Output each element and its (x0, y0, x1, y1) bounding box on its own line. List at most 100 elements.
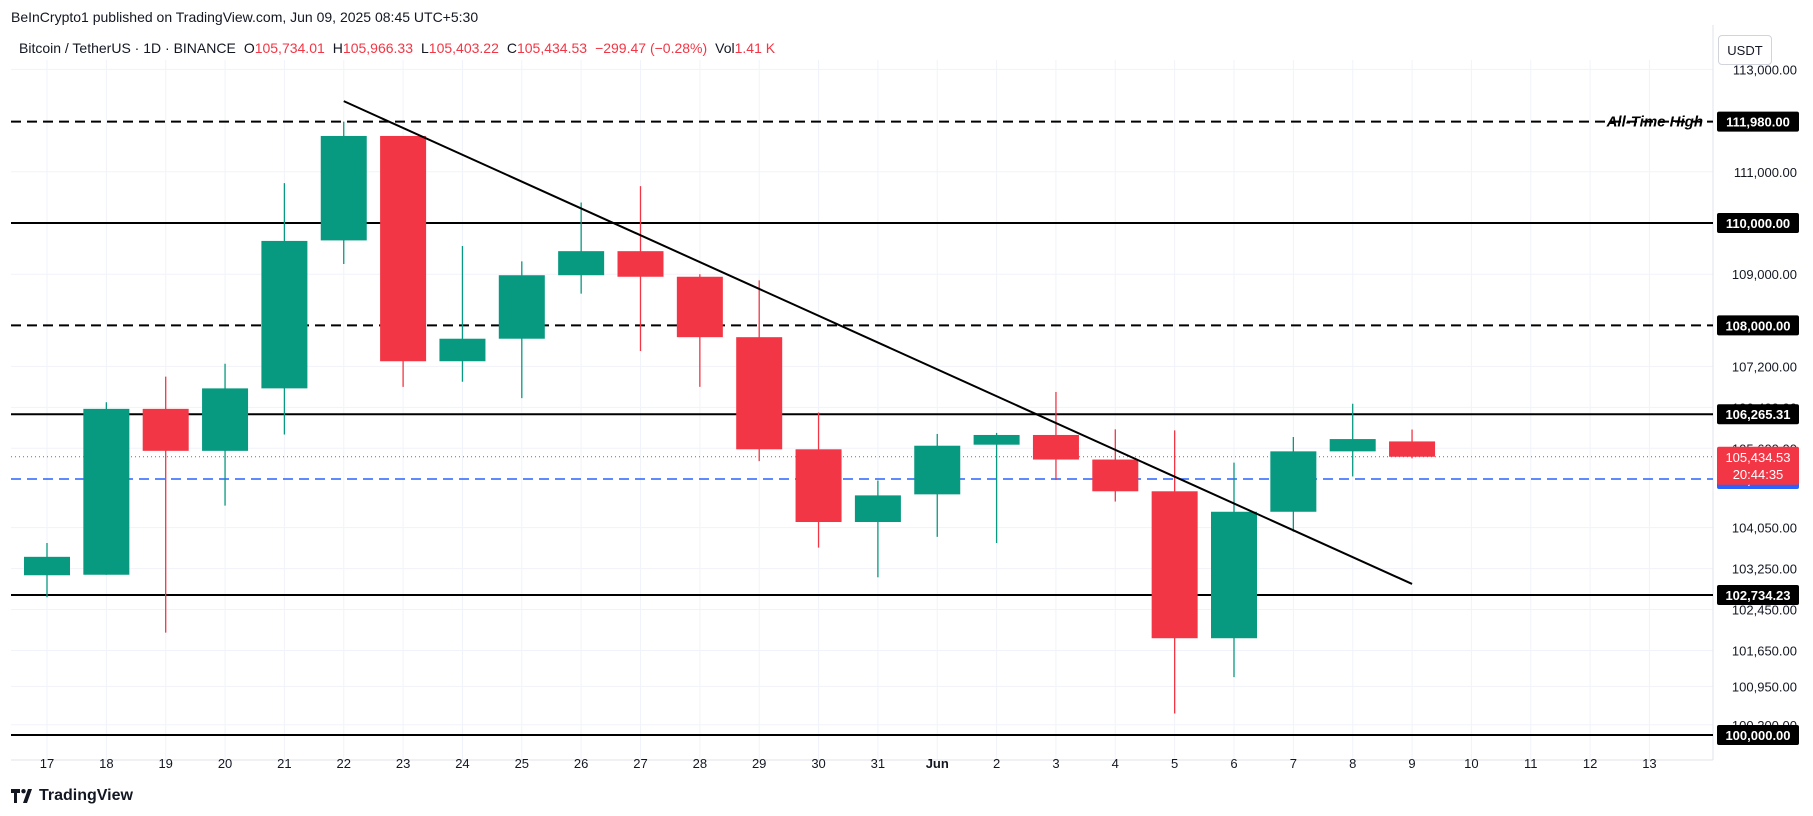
time-tick-label: 6 (1230, 756, 1237, 771)
open-label: O (243, 40, 255, 56)
change-value: −299.47 (−0.28%) (595, 40, 708, 56)
candle-body (83, 408, 130, 575)
horizontal-levels: All-Time High (11, 114, 1713, 736)
tradingview-logo[interactable]: TradingView (11, 787, 133, 805)
level-badge: 111,980.00 (1717, 111, 1799, 132)
symbol-legend: Bitcoin / TetherUS · 1D · BINANCE O105,73… (19, 40, 775, 56)
candle (854, 480, 901, 578)
price-axis[interactable]: 113,000.00 111,000.00 109,000.00 107,200.00… (1717, 62, 1799, 745)
level-badge-text: 108,000.00 (1725, 318, 1790, 333)
candle-body (736, 337, 783, 450)
time-tick-label: 29 (752, 756, 766, 771)
candle (380, 135, 427, 387)
candle (498, 261, 545, 399)
candle-body (914, 445, 961, 495)
time-tick-label: 8 (1349, 756, 1356, 771)
candle-body (795, 449, 842, 523)
close-value: 105,434.53 (516, 40, 588, 56)
chart-grid (11, 25, 1714, 761)
price-tick-label: 107,200.00 (1732, 359, 1797, 374)
candle-body (854, 495, 901, 523)
time-tick-label: 12 (1583, 756, 1597, 771)
price-tick-label: 104,050.00 (1732, 521, 1797, 536)
time-tick-label: 22 (337, 756, 351, 771)
candle (320, 121, 367, 264)
time-axis[interactable]: 17 18 19 20 21 22 23 24 25 26 27 28 29 30 31 Jun 2 3 4 5 6 7 8… (40, 756, 1657, 771)
level-badge-bg (1717, 213, 1799, 233)
level-badge-bg (1717, 111, 1799, 132)
price-tick-label: 109,000.00 (1732, 267, 1797, 282)
level-badge-text: 106,265.31 (1725, 407, 1790, 422)
candle (1092, 429, 1139, 502)
candle (1329, 403, 1376, 477)
candle (261, 183, 308, 435)
candle (142, 376, 189, 633)
candle (1270, 437, 1317, 532)
time-tick-label: 11 (1524, 756, 1538, 771)
candle (83, 402, 130, 575)
level-badge-bg (1717, 404, 1799, 425)
candle (1211, 462, 1257, 678)
level-badge-text: 110,000.00 (1726, 216, 1790, 231)
candle (439, 246, 486, 382)
candle-body (24, 556, 70, 576)
candle-body (1270, 451, 1317, 512)
volume-value: 1.41 K (734, 40, 776, 56)
price-tick-label: 102,450.00 (1732, 603, 1797, 618)
tradingview-logo-icon (11, 789, 32, 803)
time-tick-label: 13 (1642, 756, 1656, 771)
time-tick-label: 21 (277, 756, 291, 771)
price-tick-label: 111,000.00 (1734, 165, 1797, 180)
last-price-badge: 105,434.53 20:44:35 (1717, 446, 1799, 485)
time-tick-label: 5 (1171, 756, 1178, 771)
time-tick-label: 23 (396, 756, 410, 771)
time-tick-label: 28 (693, 756, 707, 771)
candle-body (1092, 459, 1139, 492)
candle-body (261, 240, 308, 389)
candle-body (1329, 439, 1376, 452)
price-tick-label: 103,250.00 (1732, 562, 1797, 577)
trendline[interactable] (343, 100, 1413, 585)
level-badge-bg (1717, 725, 1799, 745)
time-tick-label: 17 (40, 756, 54, 771)
candle (973, 432, 1020, 543)
publish-info: BeInCrypto1 published on TradingView.com… (11, 9, 479, 25)
symbol-name[interactable]: Bitcoin / TetherUS · 1D · BINANCE (19, 40, 236, 56)
time-tick-label: 18 (99, 756, 113, 771)
price-tick-label: 100,950.00 (1732, 679, 1797, 694)
countdown-timer: 20:44:35 (1733, 467, 1784, 482)
time-tick-label: 7 (1290, 756, 1297, 771)
candle-body (1151, 491, 1198, 639)
candle (24, 543, 70, 598)
time-tick-label: 10 (1464, 756, 1478, 771)
level-badge: 110,000.00 (1717, 213, 1799, 233)
candle (1151, 430, 1198, 714)
time-tick-label: 27 (633, 756, 647, 771)
time-tick-label: 2 (993, 756, 1000, 771)
candle (1032, 391, 1079, 481)
candle-body (380, 135, 427, 362)
time-tick-label: 4 (1112, 756, 1119, 771)
time-tick-label: Jun (926, 756, 949, 771)
candle-body (142, 408, 189, 451)
time-tick-label: 26 (574, 756, 588, 771)
high-value: 105,966.33 (342, 40, 413, 56)
time-tick-label: 9 (1408, 756, 1415, 771)
time-tick-label: 20 (218, 756, 232, 771)
candle-body (676, 276, 723, 338)
candle-body (617, 251, 664, 277)
candle (914, 433, 961, 537)
candle-body (1211, 511, 1257, 639)
candle (202, 363, 249, 506)
candle (736, 280, 783, 462)
candle (617, 186, 664, 351)
time-tick-label: 25 (515, 756, 529, 771)
time-tick-label: 24 (455, 756, 469, 771)
close-label: C (506, 40, 517, 56)
level-badge: 102,734.23 (1717, 585, 1799, 606)
last-price-badge-bg (1717, 446, 1799, 485)
currency-selector[interactable]: USDT (1718, 35, 1772, 65)
level-badge: 100,000.00 (1717, 725, 1799, 745)
candle-body (320, 135, 367, 241)
